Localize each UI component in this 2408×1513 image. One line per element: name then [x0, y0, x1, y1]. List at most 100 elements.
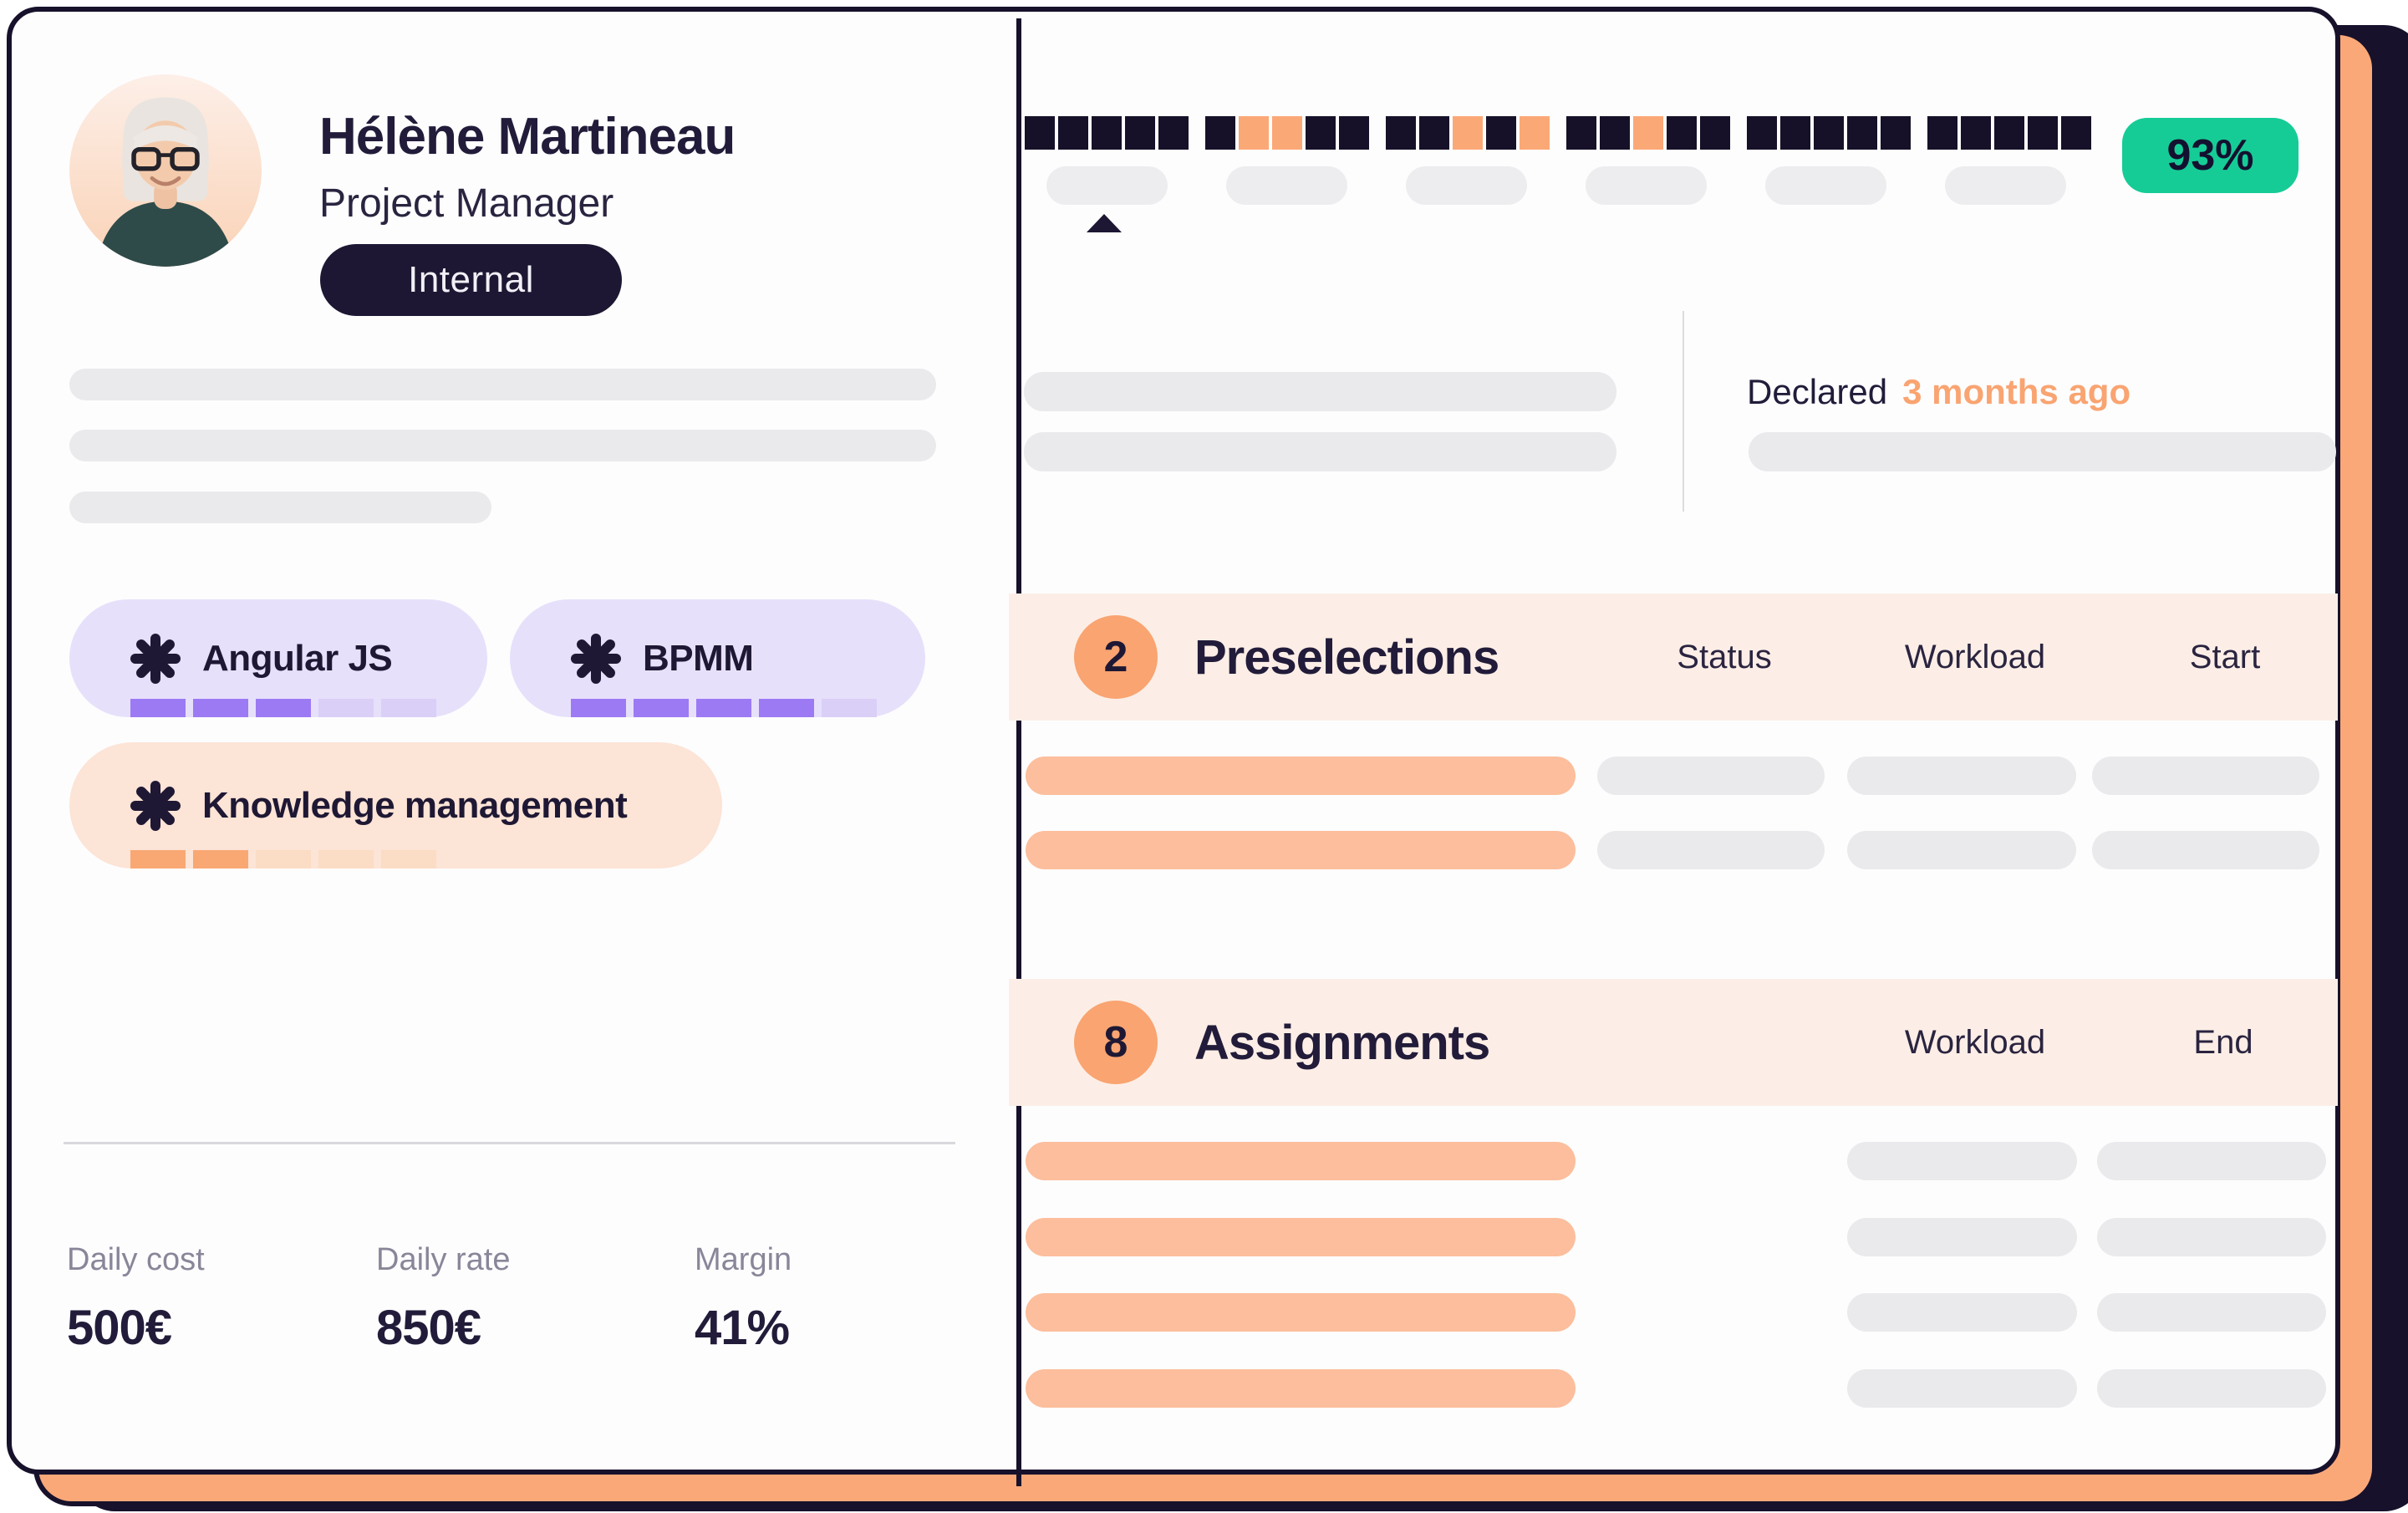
row-title-placeholder	[1026, 1293, 1576, 1332]
skill-star-icon	[130, 780, 181, 831]
skill-level-segment-filled	[193, 850, 248, 869]
skill-star-icon	[571, 633, 621, 684]
availability-score-badge: 93%	[2122, 118, 2299, 193]
placeholder-pill	[1749, 432, 2336, 471]
placeholder-pill	[1226, 166, 1347, 205]
row-cell-placeholder	[2092, 831, 2319, 869]
row-cell-placeholder	[2097, 1142, 2326, 1180]
column-header-start: Start	[2189, 638, 2261, 675]
declared-divider	[1683, 311, 1684, 512]
row-cell-placeholder	[2097, 1293, 2326, 1332]
placeholder-pill	[1406, 166, 1527, 205]
preselections-count-badge: 2	[1074, 615, 1158, 699]
person-name: Hélène Martineau	[319, 108, 736, 166]
skill-name: BPMM	[643, 637, 754, 679]
assignments-title: Assignments	[1194, 1015, 1490, 1070]
timeline-labels-placeholder	[1046, 166, 2066, 205]
row-cell-placeholder	[1847, 1218, 2077, 1256]
skill-name: Angular JS	[202, 637, 393, 679]
stat-value: 850€	[376, 1301, 481, 1355]
assignments-count-badge: 8	[1074, 1001, 1158, 1084]
placeholder-pill	[1024, 432, 1616, 471]
row-cell-placeholder	[2092, 756, 2319, 795]
skill-level-segment-empty	[822, 699, 877, 717]
column-header-end: End	[2193, 1023, 2253, 1061]
row-cell-placeholder	[1847, 756, 2076, 795]
timeline-block-dark	[1747, 116, 1777, 150]
declared-info: Declared 3 months ago	[1747, 372, 2131, 411]
timeline-block-dark	[1486, 116, 1516, 150]
skill-level-segment-empty	[256, 850, 311, 869]
preselection-row[interactable]	[0, 831, 2408, 869]
timeline-block-dark	[1847, 116, 1877, 150]
row-title-placeholder	[1026, 831, 1576, 869]
row-title-placeholder	[1026, 1218, 1576, 1256]
availability-timeline	[1025, 116, 2091, 150]
skill-level-segment-empty	[381, 850, 436, 869]
skill-level-segment-filled	[634, 699, 689, 717]
skill-level-segment-filled	[193, 699, 248, 717]
skill-name: Knowledge management	[202, 784, 628, 826]
timeline-block-dark	[1700, 116, 1730, 150]
assignment-row[interactable]	[0, 1369, 2408, 1408]
placeholder-pill	[1586, 166, 1707, 205]
skill-chip: BPMM	[510, 599, 925, 717]
timeline-block-dark	[1994, 116, 2024, 150]
preselection-row[interactable]	[0, 756, 2408, 795]
stat-value: 41%	[695, 1301, 790, 1355]
placeholder-pill	[1765, 166, 1886, 205]
timeline-group	[1025, 116, 1189, 150]
placeholder-line	[69, 492, 491, 523]
row-cell-placeholder	[1597, 831, 1825, 869]
timeline-block-dark	[1339, 116, 1369, 150]
avatar	[69, 74, 262, 267]
timeline-block-dark	[1025, 116, 1055, 150]
row-cell-placeholder	[1847, 831, 2076, 869]
timeline-block-dark	[1386, 116, 1416, 150]
timeline-group	[1386, 116, 1550, 150]
skill-level-segment-empty	[318, 699, 374, 717]
availability-score: 93%	[2166, 131, 2254, 180]
timeline-block-orange	[1239, 116, 1269, 150]
assignment-row[interactable]	[0, 1142, 2408, 1180]
assignment-row[interactable]	[0, 1218, 2408, 1256]
timeline-marker-icon	[1087, 214, 1122, 232]
row-title-placeholder	[1026, 1142, 1576, 1180]
skill-chip: Angular JS	[69, 599, 487, 717]
row-cell-placeholder	[1847, 1142, 2077, 1180]
skill-level-segment-filled	[759, 699, 814, 717]
timeline-block-dark	[1092, 116, 1122, 150]
timeline-block-dark	[1881, 116, 1911, 150]
internal-badge: Internal	[320, 244, 622, 316]
skill-level-segment-filled	[571, 699, 626, 717]
row-title-placeholder	[1026, 756, 1576, 795]
row-title-placeholder	[1026, 1369, 1576, 1408]
timeline-block-dark	[1814, 116, 1844, 150]
timeline-block-dark	[2028, 116, 2058, 150]
declared-label: Declared	[1747, 371, 1888, 411]
stat-label: Daily cost	[67, 1242, 205, 1277]
stat-label: Margin	[695, 1242, 792, 1277]
skill-level-segment-filled	[256, 699, 311, 717]
skill-level-segment-filled	[130, 850, 186, 869]
skill-chip: Knowledge management	[69, 742, 722, 869]
assignment-row[interactable]	[0, 1293, 2408, 1332]
stat-margin: Margin 41%	[695, 1242, 792, 1356]
timeline-block-orange	[1520, 116, 1550, 150]
timeline-block-orange	[1633, 116, 1663, 150]
timeline-block-dark	[1780, 116, 1810, 150]
placeholder-line	[69, 430, 936, 461]
timeline-block-dark	[2061, 116, 2091, 150]
timeline-block-dark	[1667, 116, 1697, 150]
placeholder-pill	[1024, 372, 1616, 411]
person-role: Project Manager	[319, 181, 614, 226]
column-header-workload: Workload	[1904, 638, 2046, 675]
placeholder-pill	[1945, 166, 2066, 205]
timeline-block-dark	[1927, 116, 1957, 150]
declared-value: 3 months ago	[1902, 371, 2131, 411]
skill-level-segment-filled	[696, 699, 751, 717]
skill-level-segment-empty	[381, 699, 436, 717]
stat-value: 500€	[67, 1301, 172, 1355]
stats-divider	[64, 1142, 955, 1144]
